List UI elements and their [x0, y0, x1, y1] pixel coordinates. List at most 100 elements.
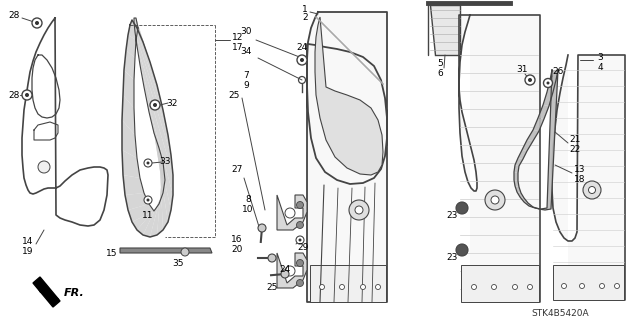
Polygon shape: [277, 253, 307, 288]
Polygon shape: [134, 22, 168, 135]
Polygon shape: [144, 87, 173, 210]
Polygon shape: [541, 208, 551, 210]
Circle shape: [296, 279, 303, 286]
Polygon shape: [527, 130, 539, 141]
Text: 1: 1: [302, 4, 308, 13]
Circle shape: [268, 254, 276, 262]
Polygon shape: [123, 175, 144, 195]
Polygon shape: [125, 193, 149, 210]
Circle shape: [144, 196, 152, 204]
Text: 3: 3: [597, 53, 603, 62]
Text: 13: 13: [574, 166, 586, 174]
Circle shape: [144, 159, 152, 167]
Circle shape: [296, 259, 303, 266]
Polygon shape: [535, 208, 545, 210]
Circle shape: [492, 285, 497, 290]
Polygon shape: [140, 65, 173, 195]
Polygon shape: [550, 70, 558, 80]
Circle shape: [281, 270, 289, 278]
Polygon shape: [547, 70, 558, 209]
Text: 34: 34: [240, 48, 252, 56]
Circle shape: [319, 285, 324, 290]
Circle shape: [38, 161, 50, 173]
Polygon shape: [515, 158, 523, 166]
Text: 14: 14: [22, 238, 34, 247]
Polygon shape: [128, 204, 154, 222]
Circle shape: [181, 248, 189, 256]
Polygon shape: [547, 80, 556, 92]
Text: 2: 2: [302, 13, 308, 23]
Circle shape: [22, 90, 32, 100]
Circle shape: [589, 187, 595, 194]
Polygon shape: [520, 197, 528, 203]
Polygon shape: [529, 206, 539, 209]
Polygon shape: [143, 180, 165, 237]
Circle shape: [360, 285, 365, 290]
Circle shape: [547, 81, 550, 85]
Circle shape: [583, 181, 601, 199]
Polygon shape: [128, 25, 138, 40]
Polygon shape: [137, 46, 173, 175]
Polygon shape: [134, 18, 157, 85]
Polygon shape: [149, 112, 171, 222]
Polygon shape: [517, 192, 524, 198]
Text: 6: 6: [437, 70, 443, 78]
Text: 23: 23: [446, 211, 458, 219]
Text: 11: 11: [142, 211, 154, 219]
Text: 29: 29: [298, 242, 308, 251]
Polygon shape: [124, 50, 135, 80]
Circle shape: [614, 284, 620, 288]
Circle shape: [561, 284, 566, 288]
Text: 16: 16: [231, 235, 243, 244]
Polygon shape: [514, 180, 519, 187]
Circle shape: [456, 244, 468, 256]
Circle shape: [258, 224, 266, 232]
Circle shape: [491, 196, 499, 204]
Circle shape: [376, 285, 381, 290]
Polygon shape: [514, 165, 519, 173]
Polygon shape: [538, 105, 549, 119]
Circle shape: [297, 55, 307, 65]
Text: 12: 12: [232, 33, 244, 41]
Text: FR.: FR.: [64, 288, 84, 298]
Text: STK4B5420A: STK4B5420A: [531, 308, 589, 317]
Circle shape: [456, 202, 468, 214]
Polygon shape: [518, 150, 527, 159]
Polygon shape: [543, 92, 553, 106]
Text: 21: 21: [570, 136, 580, 145]
Text: 4: 4: [597, 63, 603, 71]
Polygon shape: [533, 118, 544, 131]
Circle shape: [528, 78, 532, 82]
Polygon shape: [135, 32, 171, 155]
Polygon shape: [33, 277, 60, 307]
Text: 27: 27: [231, 166, 243, 174]
Circle shape: [25, 93, 29, 97]
Polygon shape: [430, 5, 460, 55]
Circle shape: [485, 190, 505, 210]
Text: 18: 18: [574, 175, 586, 184]
Text: 15: 15: [106, 249, 118, 257]
Text: 8: 8: [245, 196, 251, 204]
Text: 7: 7: [243, 70, 249, 79]
Polygon shape: [277, 195, 307, 230]
Text: 32: 32: [166, 99, 178, 108]
Text: 28: 28: [8, 91, 20, 100]
Polygon shape: [122, 95, 135, 135]
Circle shape: [527, 285, 532, 290]
Polygon shape: [120, 248, 212, 253]
Circle shape: [525, 75, 535, 85]
Circle shape: [285, 266, 295, 276]
Text: 24: 24: [280, 265, 291, 275]
Text: 33: 33: [159, 158, 171, 167]
Polygon shape: [310, 265, 386, 302]
Polygon shape: [137, 193, 163, 235]
Text: 22: 22: [570, 145, 580, 154]
Polygon shape: [553, 265, 624, 300]
Text: 25: 25: [266, 284, 278, 293]
Circle shape: [298, 239, 301, 241]
Text: 9: 9: [243, 80, 249, 90]
Text: 26: 26: [552, 68, 564, 77]
Text: 35: 35: [172, 258, 184, 268]
Circle shape: [543, 78, 552, 87]
Polygon shape: [126, 35, 136, 58]
